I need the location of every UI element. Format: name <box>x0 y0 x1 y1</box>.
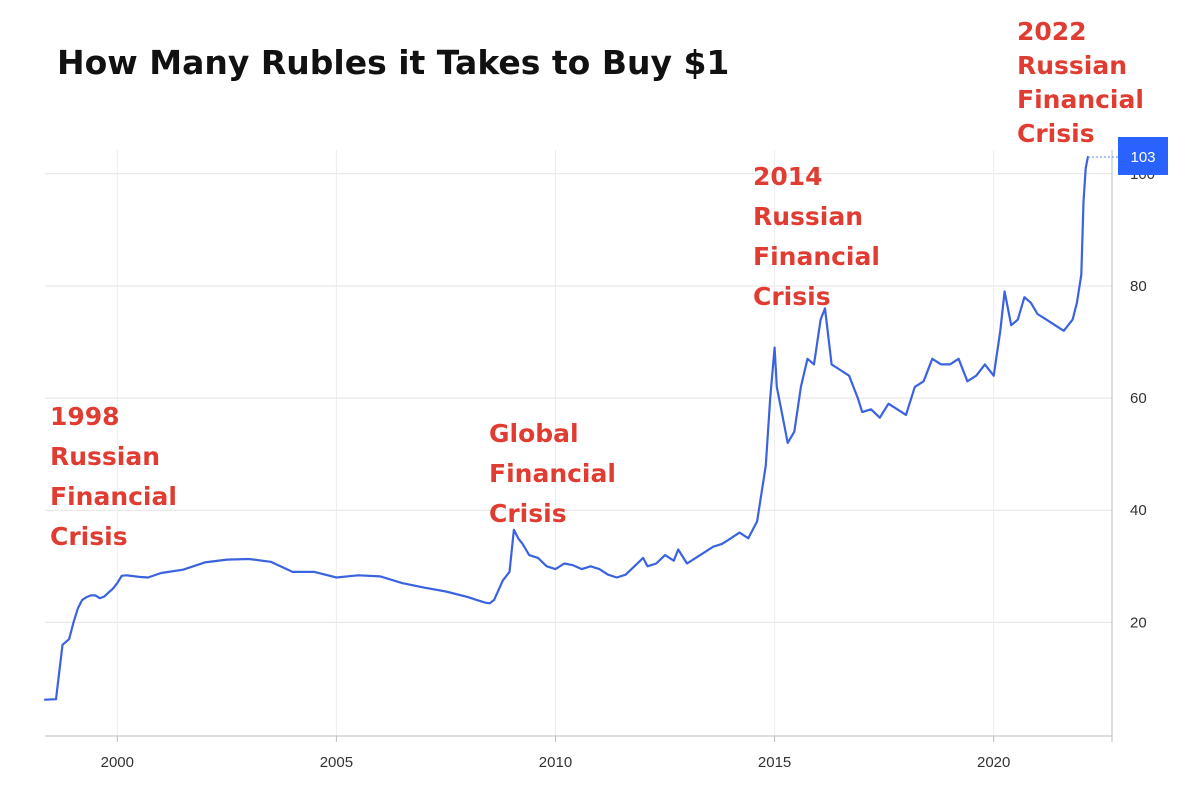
annotation-global-crisis: Global Financial Crisis <box>489 419 616 528</box>
chart-title: How Many Rubles it Takes to Buy $1 <box>57 43 729 82</box>
annotation-layer: 1998 Russian Financial Crisis Global Financia… <box>50 17 1144 551</box>
annotation-line: Crisis <box>753 282 831 311</box>
annotation-line: 1998 <box>50 402 120 431</box>
series-layer <box>43 155 1089 701</box>
x-tick-label: 2015 <box>758 754 791 771</box>
annotation-2022-crisis: 2022 Russian Financial Crisis <box>1017 17 1144 148</box>
annotation-line: Russian <box>1017 51 1127 80</box>
y-tick-label: 40 <box>1130 502 1147 519</box>
annotation-line: Financial <box>50 482 177 511</box>
annotation-line: 2014 <box>753 162 823 191</box>
x-tick-label: 2010 <box>539 754 572 771</box>
annotation-line: Global <box>489 419 579 448</box>
annotation-line: Financial <box>753 242 880 271</box>
y-tick-label: 60 <box>1130 390 1147 407</box>
y-tick-label: 80 <box>1130 278 1147 295</box>
exchange-rate-line <box>43 155 1089 701</box>
annotation-1998-crisis: 1998 Russian Financial Crisis <box>50 402 177 551</box>
annotation-2014-crisis: 2014 Russian Financial Crisis <box>753 162 880 311</box>
annotation-line: Crisis <box>1017 119 1095 148</box>
annotation-line: Financial <box>489 459 616 488</box>
annotation-line: 2022 <box>1017 17 1087 46</box>
annotation-line: Financial <box>1017 85 1144 114</box>
y-tick-label: 20 <box>1130 614 1147 631</box>
annotation-line: Russian <box>753 202 863 231</box>
y-axis: 20406080100 <box>1111 150 1155 742</box>
annotation-line: Crisis <box>50 522 128 551</box>
x-tick-label: 2020 <box>977 754 1010 771</box>
annotation-line: Russian <box>50 442 160 471</box>
grid-layer <box>45 150 1112 736</box>
x-tick-label: 2005 <box>320 754 353 771</box>
last-value-badge <box>1118 136 1168 175</box>
last-value-badge-layer: 103 <box>1087 136 1168 175</box>
x-tick-label: 2000 <box>101 754 134 771</box>
annotation-line: Crisis <box>489 499 567 528</box>
last-value-label: 103 <box>1130 149 1155 166</box>
x-axis: 2000 2005 2010 2015 2020 <box>45 735 1112 771</box>
